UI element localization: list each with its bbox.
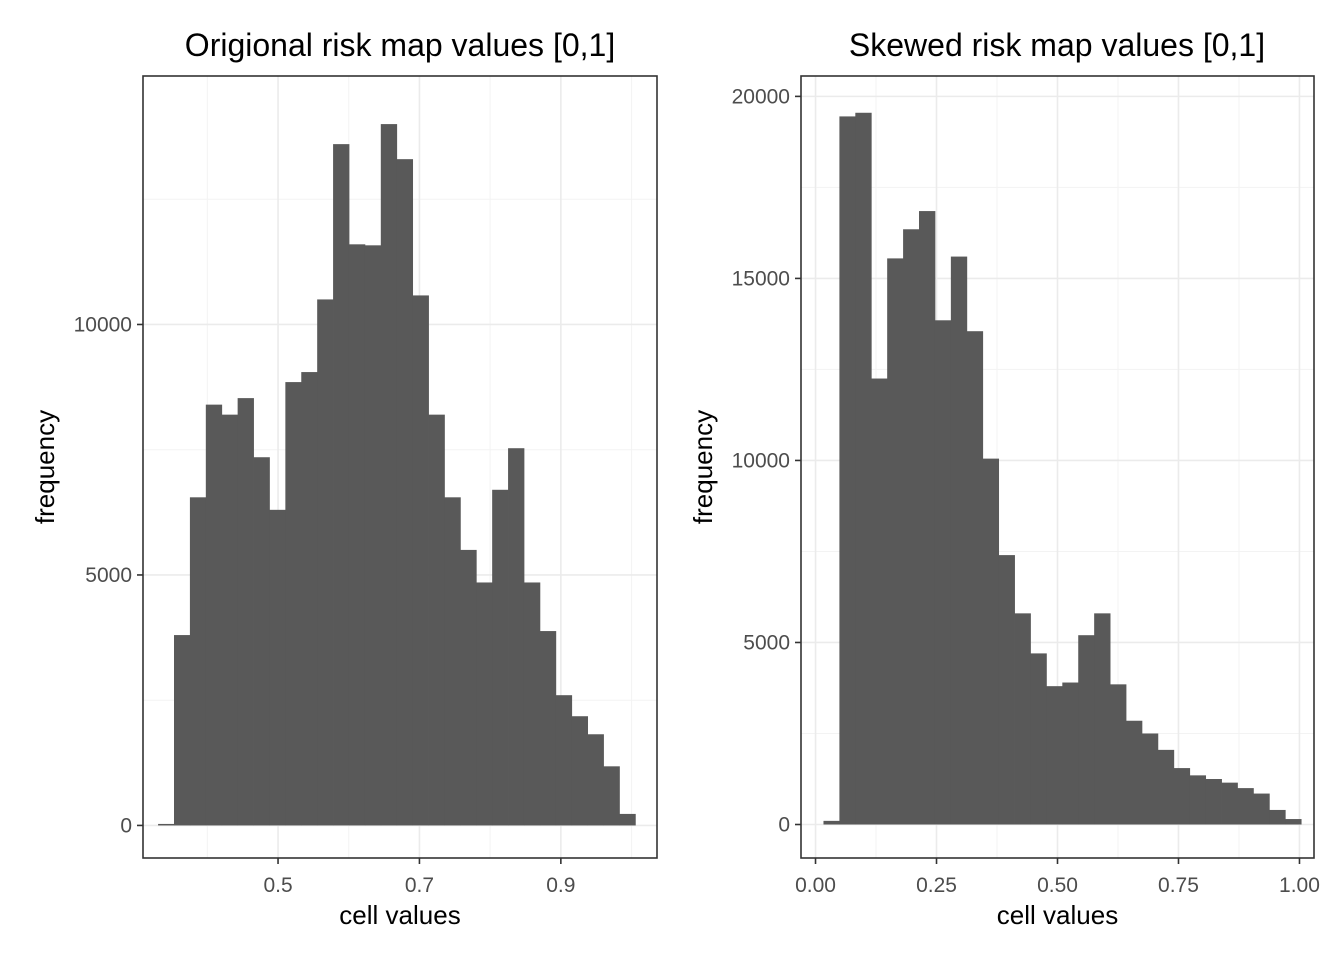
histogram-bar — [919, 211, 936, 825]
histogram-bar — [1126, 720, 1143, 825]
histogram-bar — [380, 124, 398, 826]
histogram-bar — [571, 716, 589, 826]
x-tick-label: 1.00 — [1279, 874, 1320, 897]
histogram-bar — [221, 414, 239, 826]
y-tick-label: 5000 — [743, 631, 790, 654]
y-axis-label: frequency — [688, 410, 718, 524]
histogram-bar — [1110, 684, 1127, 825]
histogram-bar — [1014, 613, 1031, 825]
histogram-bar — [444, 497, 461, 826]
x-axis-label: cell values — [997, 900, 1118, 930]
y-tick-label: 5000 — [85, 564, 132, 587]
chart-title: Origional risk map values [0,1] — [185, 27, 615, 63]
histogram-bar — [950, 256, 968, 825]
histogram-bar — [823, 820, 840, 825]
x-tick-label: 0.7 — [405, 874, 434, 897]
histogram-bar — [1221, 782, 1238, 825]
histogram-bar — [998, 555, 1015, 825]
histogram-bar — [205, 404, 223, 826]
histogram-bar — [1062, 682, 1079, 825]
histogram-bar — [1141, 733, 1159, 825]
histogram-bar — [237, 398, 254, 826]
histogram-bar — [508, 448, 525, 826]
x-tick-label: 0.75 — [1158, 874, 1199, 897]
histogram-bar — [412, 295, 429, 826]
y-tick-label: 20000 — [732, 85, 790, 108]
histogram-bar — [966, 331, 984, 825]
histogram-bar — [269, 509, 286, 826]
histogram-bar — [855, 112, 872, 825]
histogram-bar — [1157, 749, 1175, 825]
histogram-bar — [174, 635, 191, 826]
original-risk-panel: 0.5 0.7 0.9 0 5000 10000 Origional risk map va… — [30, 27, 658, 930]
histogram-bar — [1046, 686, 1063, 825]
histogram-bar — [428, 414, 445, 826]
histogram-bar — [1285, 819, 1302, 825]
y-tick-label: 10000 — [732, 449, 790, 472]
histogram-bar — [158, 823, 175, 826]
histogram-bar — [253, 457, 270, 826]
histogram-bar — [1269, 809, 1286, 825]
histogram-bar — [460, 549, 477, 826]
histogram-bar — [1094, 613, 1111, 825]
histogram-bar — [492, 489, 509, 826]
histogram-bar — [555, 695, 573, 826]
histogram-bar — [364, 245, 382, 826]
histogram-bar — [285, 382, 302, 826]
histogram-bar — [523, 582, 541, 826]
histogram-bar — [1237, 788, 1254, 825]
histogram-bar — [189, 497, 207, 826]
histogram-bar — [1078, 635, 1095, 825]
chart-title: Skewed risk map values [0,1] — [849, 27, 1265, 63]
x-tick-label: 0.00 — [795, 874, 836, 897]
x-tick-label: 0.5 — [263, 874, 292, 897]
histogram-bar — [934, 320, 952, 825]
histogram-bar — [603, 766, 620, 826]
histogram-bar — [317, 299, 334, 826]
skewed-risk-panel: 0.00 0.25 0.50 0.75 1.00 0 5000 10000 15000 20000… — [688, 27, 1320, 930]
x-tick-label: 0.9 — [546, 874, 575, 897]
histogram-bar — [982, 458, 1000, 825]
histogram-bar — [539, 631, 557, 826]
histogram-bar — [587, 734, 604, 826]
histogram-bar — [476, 582, 493, 826]
y-tick-label: 0 — [778, 814, 790, 837]
histogram-bar — [1030, 653, 1047, 825]
histogram-bar — [333, 144, 350, 826]
x-tick-label: 0.25 — [916, 874, 957, 897]
y-tick-label: 15000 — [732, 267, 790, 290]
histogram-bar — [619, 813, 636, 826]
x-tick-label: 0.50 — [1037, 874, 1078, 897]
panel-border — [142, 75, 658, 859]
histogram-bar — [301, 372, 318, 826]
histogram-bar — [871, 378, 888, 825]
histogram-bar — [903, 229, 920, 825]
histogram-bar — [839, 116, 856, 825]
histogram-bar — [348, 244, 366, 826]
histogram-bar — [1189, 775, 1207, 825]
y-tick-label: 10000 — [74, 313, 132, 336]
histogram-bar — [887, 258, 904, 825]
histogram-bar — [396, 159, 414, 826]
histogram-bar — [1253, 793, 1270, 825]
x-axis-label: cell values — [339, 900, 460, 930]
histogram-bar — [1173, 768, 1191, 825]
y-tick-label: 0 — [120, 814, 132, 837]
y-axis-label: frequency — [30, 410, 60, 524]
histogram-bar — [1205, 778, 1222, 825]
